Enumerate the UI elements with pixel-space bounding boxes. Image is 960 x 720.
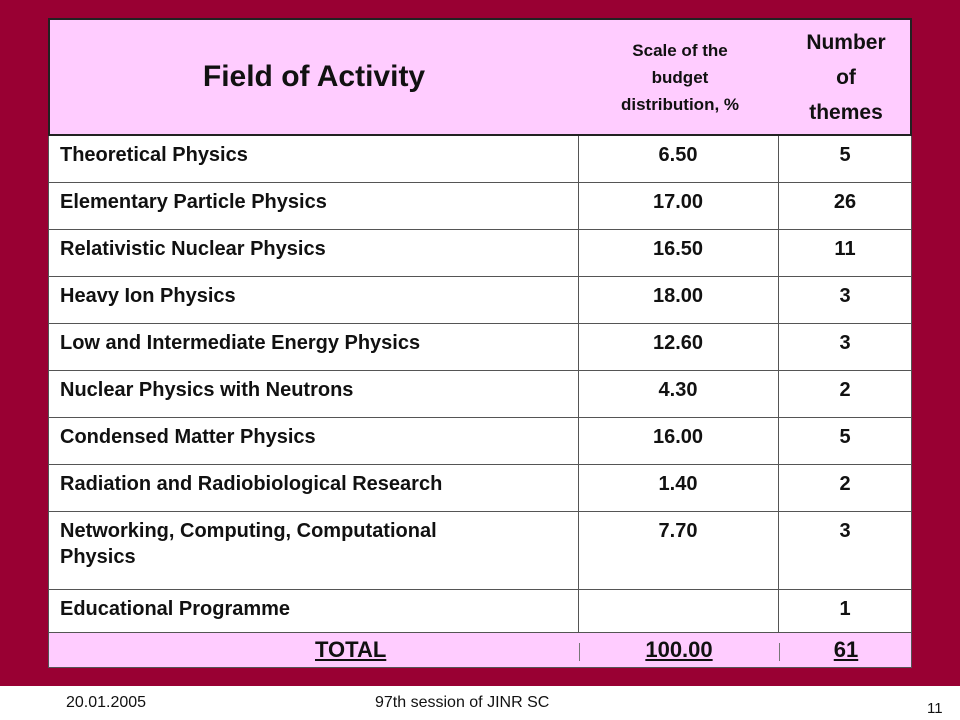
table-row: Networking, Computing, Computational Phys…	[48, 512, 912, 590]
page-number: 11	[927, 700, 943, 717]
row-budget-scale: 1.40	[658, 473, 698, 495]
row-field-of-activity: Radiation and Radiobiological Research	[60, 471, 572, 497]
row-field-of-activity: Relativistic Nuclear Physics	[60, 236, 572, 262]
row-number-of-themes: 3	[839, 285, 851, 307]
activity-table: Field of Activity Scale of the budget di…	[48, 18, 912, 668]
table-row: Heavy Ion Physics 18.00 3	[48, 277, 912, 324]
table-row: Low and Intermediate Energy Physics 12.60…	[48, 324, 912, 371]
table-header: Field of Activity Scale of the budget di…	[48, 18, 912, 136]
row-number-of-themes: 5	[839, 144, 851, 166]
row-field-of-activity: Heavy Ion Physics	[60, 283, 572, 309]
total-number-text: 61	[833, 637, 859, 662]
table-right-border	[911, 136, 912, 632]
total-divider	[779, 643, 780, 661]
row-field-of-activity: Networking, Computing, Computational Phys…	[60, 518, 572, 570]
row-number-of-themes: 3	[839, 332, 851, 354]
row-field-line: Nuclear Physics with Neutrons	[60, 379, 354, 401]
row-field-line: Low and Intermediate Energy Physics	[60, 332, 421, 354]
total-label: TOTAL	[49, 637, 713, 663]
table-row: Elementary Particle Physics 17.00 26	[48, 183, 912, 230]
row-number-of-themes: 2	[839, 473, 851, 495]
row-number-of-themes: 3	[839, 520, 851, 542]
row-field-line: Radiation and Radiobiological Research	[60, 473, 443, 495]
row-number-of-themes: 11	[834, 238, 856, 260]
table-row: Theoretical Physics 6.50 5	[48, 136, 912, 183]
table-row: Educational Programme 1	[48, 590, 912, 637]
header-number-line: of	[836, 65, 856, 89]
row-field-line: Physics	[60, 546, 136, 568]
table-row: Relativistic Nuclear Physics 16.50 11	[48, 230, 912, 277]
total-label-text: TOTAL	[315, 637, 387, 662]
row-field-of-activity: Nuclear Physics with Neutrons	[60, 377, 572, 403]
total-scale-text: 100.00	[645, 637, 713, 662]
header-scale-line: budget	[651, 67, 709, 87]
row-budget-scale: 7.70	[658, 520, 698, 542]
header-scale-line: distribution, %	[620, 94, 740, 114]
table-row: Nuclear Physics with Neutrons 4.30 2	[48, 371, 912, 418]
row-number-of-themes: 1	[839, 598, 851, 620]
row-field-line: Theoretical Physics	[60, 144, 248, 166]
row-field-of-activity: Low and Intermediate Energy Physics	[60, 330, 572, 356]
row-field-line: Educational Programme	[60, 598, 291, 620]
row-budget-scale: 16.50	[652, 238, 704, 260]
total-divider	[579, 643, 580, 661]
row-field-line: Networking, Computing, Computational	[60, 520, 437, 542]
footer-date: 20.01.2005	[66, 694, 147, 711]
header-number-line: Number	[806, 30, 886, 54]
row-field-of-activity: Theoretical Physics	[60, 142, 572, 168]
row-field-line: Heavy Ion Physics	[60, 285, 236, 307]
header-field-of-activity: Field of Activity	[202, 60, 426, 93]
header-number-line: themes	[809, 100, 883, 124]
total-scale: 100.00	[579, 637, 779, 663]
table-row: Condensed Matter Physics 16.00 5	[48, 418, 912, 465]
row-budget-scale: 6.50	[658, 144, 698, 166]
row-field-line: Condensed Matter Physics	[60, 426, 316, 448]
row-field-line: Relativistic Nuclear Physics	[60, 238, 326, 260]
row-field-of-activity: Educational Programme	[60, 596, 572, 622]
row-budget-scale: 18.00	[652, 285, 704, 307]
header-budget-scale: Scale of the budget distribution, %	[580, 20, 780, 134]
total-number: 61	[779, 637, 913, 663]
row-number-of-themes: 26	[833, 191, 857, 213]
total-row: TOTAL 100.00 61	[48, 632, 912, 668]
row-budget-scale: 17.00	[652, 191, 704, 213]
row-field-of-activity: Elementary Particle Physics	[60, 189, 572, 215]
table-row: Radiation and Radiobiological Research 1.…	[48, 465, 912, 512]
row-budget-scale: 16.00	[652, 426, 704, 448]
row-field-of-activity: Condensed Matter Physics	[60, 424, 572, 450]
row-field-line: Elementary Particle Physics	[60, 191, 327, 213]
footer-session: 97th session of JINR SC	[375, 694, 550, 711]
column-divider	[578, 136, 579, 632]
row-number-of-themes: 5	[839, 426, 851, 448]
row-number-of-themes: 2	[839, 379, 851, 401]
column-divider	[778, 136, 779, 632]
header-scale-line: Scale of the	[632, 40, 728, 60]
table-left-border	[48, 136, 49, 632]
header-number-of-themes: Number of themes	[780, 20, 912, 134]
row-budget-scale: 4.30	[658, 379, 698, 401]
row-budget-scale: 12.60	[652, 332, 704, 354]
